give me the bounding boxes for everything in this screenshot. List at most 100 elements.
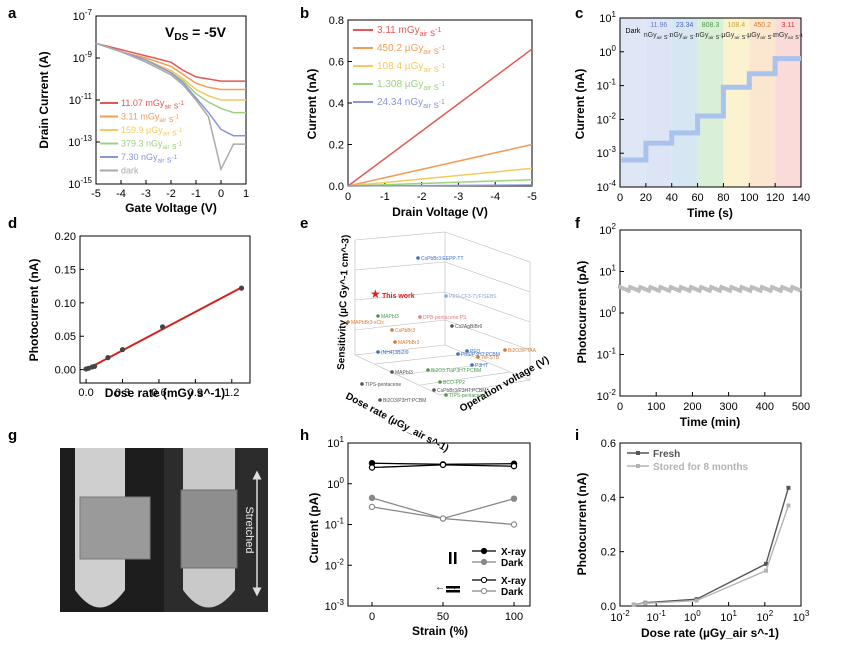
panel-e-point-label: MAPbBr3 [398,340,420,346]
panel-e-point-label: P3HT [475,363,488,369]
panel-c-ytick: 10-4 [597,179,617,194]
panel-i-data-point [764,568,769,573]
panel-i-xlabel: Dose rate (µGy_air s^-1) [641,626,779,640]
panel-h-ylabel: Current (pA) [307,493,321,564]
panel-b-legend-label: 24.34 nGyair s-1 [377,97,445,111]
panel-a-legend-label: 11.07 mGyair s-1 [121,98,184,111]
panel-c-xtick: 80 [717,192,729,204]
panel-label-a: a [8,5,17,22]
panel-b-xtick: -4 [490,191,500,203]
panel-label-h: h [300,427,309,444]
panel-h-ytick: 100 [327,476,344,491]
panel-i-xtick: 103 [793,609,810,624]
panel-f-ytick: 101 [599,264,616,279]
panel-i-xtick: 102 [756,609,773,624]
panel-h-xlabel: Strain (%) [412,624,468,638]
panel-e-data-point [444,393,448,397]
panel-b-xtick: -1 [380,191,390,203]
panel-label-f: f [575,215,581,232]
panel-a-chart: VDS = -5V Gate Voltage (V) Drain Current… [37,8,249,215]
panel-f-xtick: 300 [719,401,737,413]
panel-e-point-label: BCO-PP2 [443,380,465,386]
parallel-icon [449,552,452,564]
panel-e-point-label: TeFSTB [481,355,500,361]
panel-c-band-label: 11.96 [650,22,667,29]
panel-f-photocurrent-trace [618,284,802,294]
panel-label-c: c [575,5,583,22]
panel-b-chart: Drain Voltage (V) Current (nA) 0 -1 -2 -3 -4… [305,15,537,219]
panel-h-ytick: 10-2 [325,557,345,572]
panel-a-ytick: 10-11 [69,92,93,107]
panel-d-ytick: 0.10 [55,298,76,310]
panel-c-band-label: 108.4 [728,22,746,29]
panel-b-ytick: 0.2 [329,140,344,152]
panel-h-data-point [510,521,518,528]
panel-c-band-unit: nGyair s-1 [670,32,698,41]
panel-e-point-label: MAPbBr3-xClx [351,320,384,326]
panel-h-data-point [510,462,518,470]
panel-e-point-label: TIPS-pentacene [449,393,485,399]
panel-c-band-unit: µGyair s-1 [747,32,776,41]
panel-h-ytick: 10-3 [325,598,345,613]
panel-e-data-point [390,328,394,332]
panel-label-d: d [8,215,17,232]
panel-h-legend-marker [480,587,488,595]
panel-a-xtick: -2 [166,188,176,200]
panel-e-data-point [438,380,442,384]
panel-h-data-point [510,495,518,502]
panel-d-chart: Dose rate (mGy s^-1) Photocurrent (nA) 0… [27,231,251,400]
panel-e-point-label: Bi2O3/P3HT:PCBM [383,398,426,404]
panel-b-xtick: -2 [417,191,427,203]
panel-i-chart: Dose rate (µGy_air s^-1) Photocurrent (n… [575,438,810,640]
panel-h-data-point [439,515,447,522]
panel-h-xtick: 0 [369,611,375,623]
panel-a-xlabel: Gate Voltage (V) [125,201,217,215]
panel-d-data-point [159,324,166,330]
panel-d-xtick: 0.9 [188,387,203,399]
panel-c-ytick: 10-3 [597,145,617,160]
panel-c-xtick: 140 [792,192,810,204]
panel-i-xtick: 100 [684,609,701,624]
panel-e-data-point [416,256,420,260]
panel-h-ytick: 10-1 [325,517,345,532]
panel-c-band-unit: nGyair s-1 [644,32,672,41]
panel-h-data-point [368,503,376,511]
panel-b-series-line [347,48,533,187]
panel-b-ylabel: Current (nA) [305,69,319,140]
panel-b-series-line [347,143,533,187]
panel-b-xtick: -3 [454,191,464,203]
panel-e-data-point [418,315,422,319]
panel-c-band-label: 808.3 [702,22,720,29]
panel-b-series-line [347,184,533,187]
panel-c-xtick: 40 [666,192,678,204]
panel-c-band [775,18,801,187]
panel-d-ytick: 0.15 [55,264,76,276]
panel-f-ytick: 10-2 [597,388,617,403]
panel-b-xtick: -5 [527,191,537,203]
panel-c-ylabel: Current (nA) [573,69,587,140]
panel-b-ytick: 0.0 [329,181,344,193]
panel-i-series-line [633,487,790,606]
panel-d-ytick: 0.20 [55,231,76,243]
panel-i-legend-label: Stored for 8 months [653,462,748,473]
panel-a-ytick: 10-13 [68,134,92,149]
panel-e-data-point [376,314,380,318]
panel-c-band [749,18,776,187]
panel-i-xtick: 10-1 [647,609,667,624]
panel-a-series-line [95,42,246,91]
panel-f-ytick: 102 [599,222,616,237]
panel-b-xlabel: Drain Voltage (V) [392,205,488,219]
panel-c-band [723,18,750,187]
panel-d-xtick: 0.6 [151,387,166,399]
panel-b-legend-label: 108.4 µGyair s-1 [377,61,445,75]
panel-i-ytick: 0.0 [601,601,616,613]
panel-e-point-label: CsPbBr3 [395,328,415,334]
panel-d-xtick: 0.0 [78,387,93,399]
panel-e-data-point [503,348,507,352]
panel-f-xtick: 500 [792,401,810,413]
panel-i-data-point [694,598,699,603]
panel-a-legend-label: 379.3 nGyair s-1 [121,139,183,152]
panel-f-ytick: 100 [599,305,616,320]
panel-i-legend-marker [636,451,640,455]
